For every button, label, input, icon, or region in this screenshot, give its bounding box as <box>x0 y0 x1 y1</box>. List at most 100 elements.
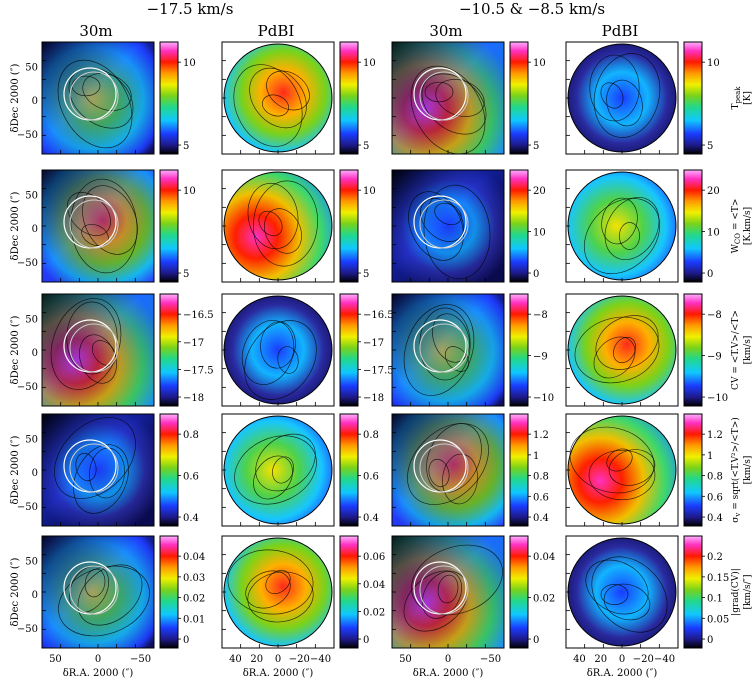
y-tick-label: −50 <box>17 624 38 635</box>
colorbar-tick-label: 0.6 <box>363 472 379 483</box>
colorbar <box>339 41 359 155</box>
map-panel: −8 −9 −10 <box>565 293 728 407</box>
y-tick-label: 0 <box>32 590 38 601</box>
x-axis-label: δR.A. 2000 (″) <box>413 668 484 679</box>
svg-text:|grad(CV)|: |grad(CV)| <box>730 568 741 616</box>
colorbar-tick-label: 10 <box>183 58 196 69</box>
pdbi-field <box>567 295 677 405</box>
colorbar <box>339 169 359 283</box>
colorbar <box>339 293 359 407</box>
row-unit-label: [km/s/″] <box>743 574 753 609</box>
colorbar-tick-label: −9 <box>707 352 722 363</box>
row-quantity-label: WCO = <T> [K.km/s] <box>731 199 753 254</box>
map-panel: 1.2 1 0.8 0.6 0.4 <box>391 413 549 527</box>
colorbar-tick-label: 0.02 <box>533 594 555 605</box>
colorbar-tick-label: −8 <box>707 310 722 321</box>
row-quantity-label: CV = <T.V>/<T> [km/s] <box>731 310 753 390</box>
map-panel: 0.8 0.6 0.4 <box>221 413 379 527</box>
colorbar-tick-label: 0.4 <box>533 513 549 524</box>
y-axis-label: δDec 2000 (″) <box>10 63 21 132</box>
colorbar-tick-label: 0.6 <box>707 492 723 503</box>
colorbar <box>509 293 529 407</box>
colorbar-tick-label: 1.2 <box>707 430 723 441</box>
colorbar-tick-label: 10 <box>533 58 546 69</box>
colorbar-tick-label: 5 <box>183 269 189 280</box>
colorbar-tick-label: 0.4 <box>707 513 723 524</box>
colorbar-tick-label: 1.2 <box>533 430 549 441</box>
colorbar-tick-label: 0.04 <box>363 580 385 591</box>
x-tick-label: −40 <box>654 654 675 665</box>
x-tick-label: −20 <box>289 654 310 665</box>
colorbar-tick-label: 0.8 <box>707 472 723 483</box>
row-quantity-label: Tpeak [K] <box>731 86 753 110</box>
colorbar-tick-label: −16.5 <box>183 310 214 321</box>
x-tick-label: 0 <box>275 654 281 665</box>
map-panel: 20 10 0 <box>565 169 720 283</box>
colorbar-tick-label: 20 <box>707 186 720 197</box>
colorbar-tick-label: 0.04 <box>183 552 205 563</box>
column-title: 30m <box>79 22 112 40</box>
colorbar <box>159 535 179 649</box>
colorbar-tick-label: 0.6 <box>183 472 199 483</box>
map-panel: 10 5 <box>391 41 546 155</box>
map-panel: 0.2 0.15 0.1 0.05 0 40 20 0 −20 −40 δR.A. 2000 (″) <box>565 535 729 679</box>
colorbar-tick-label: 5 <box>363 141 369 152</box>
colorbar-tick-label: 0.6 <box>533 492 549 503</box>
colorbar <box>509 413 529 527</box>
svg-text:WCO = <T>: WCO = <T> <box>731 199 742 254</box>
x-tick-label: 50 <box>399 654 412 665</box>
colorbar <box>509 169 529 283</box>
map-panel: 10 5 <box>221 169 376 283</box>
colorbar-tick-label: 0 <box>707 269 713 280</box>
colorbar-tick-label: 0.4 <box>363 513 379 524</box>
y-tick-label: −50 <box>17 382 38 393</box>
colorbar-tick-label: 10 <box>533 228 546 239</box>
map-panel: 0.04 0.02 0 50 0 −50 δR.A. 2000 (″) <box>391 535 555 679</box>
colorbar-tick-label: 5 <box>533 141 539 152</box>
x-axis-label: δR.A. 2000 (″) <box>243 668 314 679</box>
y-tick-label: 50 <box>25 557 38 568</box>
map-panel: 20 10 0 <box>391 169 546 283</box>
colorbar-tick-label: 0.02 <box>183 594 205 605</box>
map-panel: 10 5 <box>221 41 376 155</box>
y-axis-label: δDec 2000 (″) <box>10 315 21 384</box>
colorbar-tick-label: −9 <box>533 352 548 363</box>
map-panel: 10 5 <box>565 41 720 155</box>
y-tick-label: 0 <box>32 348 38 359</box>
colorbar <box>339 413 359 527</box>
row-unit-label: [km/s] <box>743 456 753 485</box>
colorbar-tick-label: 0.8 <box>183 430 199 441</box>
colorbar-tick-label: 0.06 <box>363 552 385 563</box>
colorbar-tick-label: −18 <box>363 393 384 404</box>
colorbar <box>683 293 703 407</box>
colorbar-tick-label: 10 <box>707 228 720 239</box>
x-axis-label: δR.A. 2000 (″) <box>63 668 134 679</box>
x-tick-label: −20 <box>633 654 654 665</box>
x-tick-label: 50 <box>49 654 62 665</box>
colorbar <box>683 413 703 527</box>
x-tick-label: −40 <box>310 654 331 665</box>
colorbar <box>159 413 179 527</box>
colorbar-tick-label: −17.5 <box>363 365 394 376</box>
y-tick-label: 50 <box>25 63 38 74</box>
colorbar-tick-label: 0.8 <box>363 430 379 441</box>
pdbi-field <box>567 43 677 153</box>
colorbar <box>339 535 359 649</box>
x-tick-label: −50 <box>130 654 151 665</box>
colorbar-tick-label: 0.01 <box>183 614 205 625</box>
pdbi-field <box>223 171 333 281</box>
map-panel: −8 −9 −10 <box>391 293 554 407</box>
y-tick-label: −50 <box>17 502 38 513</box>
colorbar-tick-label: 0.4 <box>183 513 199 524</box>
row-unit-label: [km/s] <box>743 336 753 365</box>
colorbar-tick-label: 5 <box>363 269 369 280</box>
colorbar-tick-label: −17 <box>183 338 204 349</box>
colorbar-tick-label: 0 <box>707 635 713 646</box>
colorbar <box>683 41 703 155</box>
colorbar-tick-label: 0.8 <box>533 472 549 483</box>
y-tick-label: 0 <box>32 468 38 479</box>
colorbar-tick-label: −10 <box>707 393 728 404</box>
map-panel: −16.5 −17 −17.5 −18 <box>221 293 394 407</box>
